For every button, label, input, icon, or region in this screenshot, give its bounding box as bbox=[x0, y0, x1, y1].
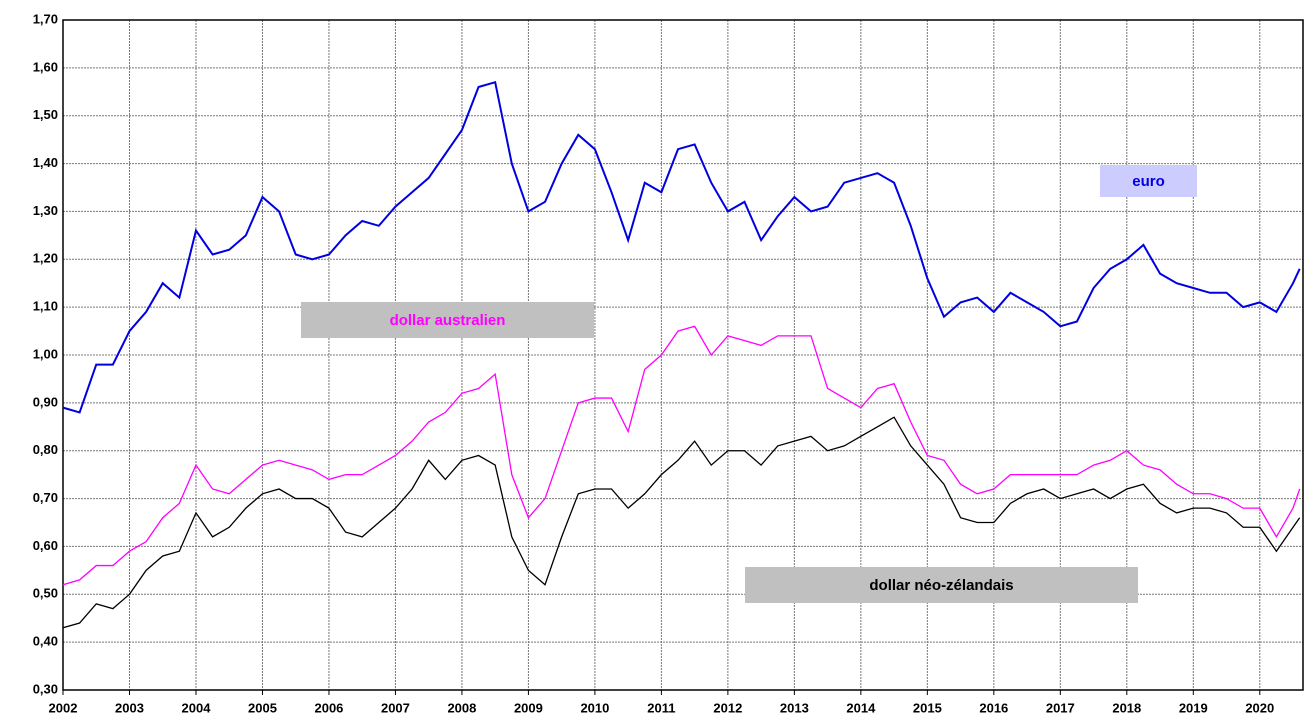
x-tick-label: 2016 bbox=[979, 700, 1008, 715]
y-tick-label: 0,60 bbox=[33, 538, 58, 553]
legend-box bbox=[301, 302, 594, 338]
legend-label: dollar néo-zélandais bbox=[869, 577, 1013, 594]
x-tick-label: 2019 bbox=[1179, 700, 1208, 715]
y-tick-label: 0,80 bbox=[33, 442, 58, 457]
series-line bbox=[62, 416, 1301, 629]
y-tick-label: 1,20 bbox=[33, 251, 58, 266]
x-tick-label: 2010 bbox=[580, 700, 609, 715]
y-tick-label: 1,60 bbox=[33, 59, 58, 74]
x-tick-label: 2004 bbox=[182, 700, 212, 715]
y-tick-label: 1,10 bbox=[33, 299, 58, 314]
y-tick-label: 1,30 bbox=[33, 203, 58, 218]
y-tick-label: 0,70 bbox=[33, 490, 58, 505]
x-tick-label: 2018 bbox=[1112, 700, 1141, 715]
x-tick-label: 2020 bbox=[1245, 700, 1274, 715]
legend-box bbox=[745, 567, 1138, 603]
legend-box bbox=[1100, 165, 1197, 197]
series-line bbox=[62, 325, 1301, 586]
x-tick-label: 2002 bbox=[49, 700, 78, 715]
x-tick-label: 2008 bbox=[447, 700, 476, 715]
legend-label: euro bbox=[1132, 173, 1165, 190]
series-line bbox=[62, 80, 1301, 414]
x-tick-label: 2017 bbox=[1046, 700, 1075, 715]
x-tick-label: 2006 bbox=[314, 700, 343, 715]
x-tick-label: 2011 bbox=[647, 700, 675, 715]
x-tick-label: 2009 bbox=[514, 700, 543, 715]
y-tick-label: 0,40 bbox=[33, 634, 58, 649]
y-tick-label: 1,50 bbox=[33, 107, 58, 122]
x-tick-label: 2015 bbox=[913, 700, 942, 715]
x-tick-label: 2013 bbox=[780, 700, 809, 715]
x-tick-label: 2012 bbox=[713, 700, 742, 715]
x-tick-label: 2014 bbox=[846, 700, 876, 715]
x-tick-label: 2003 bbox=[115, 700, 144, 715]
plot-frame bbox=[62, 19, 1304, 691]
y-tick-label: 0,50 bbox=[33, 586, 58, 601]
y-tick-label: 1,00 bbox=[33, 346, 58, 361]
y-tick-label: 0,90 bbox=[33, 394, 58, 409]
x-tick-label: 2005 bbox=[248, 700, 277, 715]
y-tick-label: 1,40 bbox=[33, 155, 58, 170]
x-tick-label: 2007 bbox=[381, 700, 410, 715]
y-tick-label: 1,70 bbox=[33, 11, 58, 26]
legend-label: dollar australien bbox=[390, 312, 506, 329]
y-tick-label: 0,30 bbox=[33, 681, 58, 696]
